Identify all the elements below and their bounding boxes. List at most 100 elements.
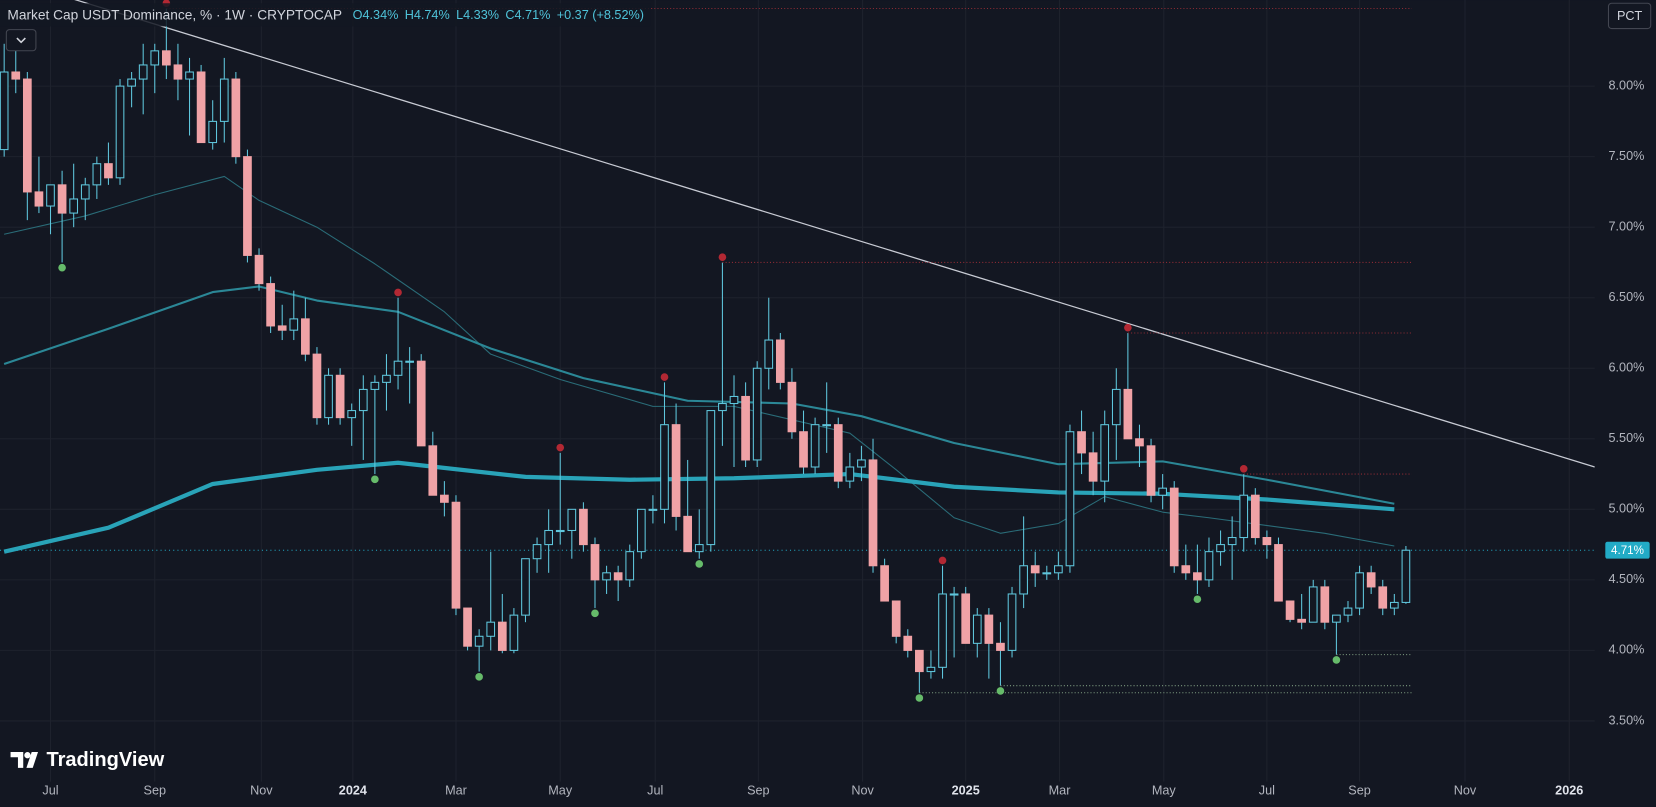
pivot-high-dot [1239, 464, 1248, 473]
candle-body [1297, 618, 1307, 623]
pivot-low-dot [695, 560, 704, 568]
candle-body [961, 593, 971, 644]
candle-body [486, 621, 496, 637]
logo-dot [24, 752, 31, 759]
candle-body [1216, 544, 1225, 553]
candle-body [416, 360, 426, 447]
candle-body [857, 459, 866, 468]
candle-body [729, 395, 739, 405]
candle-body [1274, 544, 1283, 602]
candle-body [196, 71, 206, 144]
pct-button-label: PCT [1617, 9, 1643, 23]
x-tick-label: Nov [250, 783, 273, 797]
candle-body [555, 529, 565, 533]
candle-body [1100, 424, 1110, 482]
x-tick-label: 2024 [339, 783, 367, 797]
candle-body [915, 649, 924, 673]
pivot-low-dot [475, 673, 483, 681]
candle-body [405, 360, 414, 363]
candle-body [1019, 565, 1028, 595]
candle-body [1193, 572, 1202, 581]
legend-value: O4.34% [353, 8, 399, 22]
candle-body [996, 642, 1005, 651]
pivot-low-dot [1332, 656, 1341, 664]
legend-value: L4.33% [456, 8, 499, 22]
candle-body [80, 184, 90, 200]
candle-body [104, 163, 113, 179]
candle-body [602, 572, 611, 581]
x-tick-label: Sep [144, 783, 167, 797]
y-tick-label: 6.00% [1608, 361, 1644, 375]
moving-average-line [4, 175, 1395, 547]
y-tick-label: 7.50% [1608, 149, 1644, 163]
moving-average-line [3, 460, 1395, 554]
candle-body [1065, 431, 1075, 567]
candle-body [497, 621, 507, 651]
candle-body [231, 78, 241, 158]
candle-body [208, 120, 218, 144]
candle-body [34, 191, 44, 207]
candle-body [544, 529, 554, 546]
candle-body [1332, 614, 1341, 623]
candle-body [92, 163, 102, 186]
candle-body [521, 558, 530, 616]
candle-body [1030, 565, 1040, 574]
overlay: PCT TradingView Market Cap USDT Dominanc… [0, 2, 1652, 771]
candle-body [764, 339, 774, 369]
candle-body [185, 71, 194, 80]
pct-button[interactable] [1607, 2, 1652, 30]
logo-text: TradingView [46, 749, 164, 771]
plot-area [0, 0, 1595, 702]
y-tick-label: 8.00% [1608, 78, 1644, 92]
candle-body [1285, 600, 1295, 620]
candle-body [1123, 388, 1133, 440]
pivot-low-dot [591, 609, 599, 618]
candle-body [1343, 607, 1353, 616]
candle-body [845, 466, 855, 482]
candle-body [868, 459, 878, 567]
candle-body [1250, 494, 1260, 539]
pivot-high-dot [938, 556, 947, 565]
candle-body [127, 78, 136, 87]
candle-body [590, 544, 600, 581]
chevron-icon [16, 37, 26, 44]
candle-body [69, 198, 79, 214]
pivot-low-dot [1193, 595, 1202, 604]
trendline [74, 0, 1595, 468]
candle-body [324, 374, 333, 419]
candle-body [833, 424, 843, 482]
y-tick-label: 6.50% [1608, 290, 1644, 304]
x-tick-label: Mar [445, 783, 467, 797]
candle-body [440, 494, 449, 503]
candle-body [1239, 494, 1249, 539]
candle-body [1355, 572, 1364, 609]
candle-body [891, 600, 901, 637]
candle-body [938, 593, 947, 668]
candle-body [266, 283, 275, 327]
last-price-box [1605, 541, 1650, 559]
candle-body [1007, 593, 1017, 651]
pivot-low-dot [996, 687, 1005, 695]
candle-body [741, 395, 750, 461]
candle-body [451, 501, 461, 609]
candle-body [799, 431, 808, 468]
candle-body [115, 85, 125, 179]
candle-body [984, 614, 994, 644]
candle-body [1320, 586, 1330, 623]
candle-body [347, 410, 357, 419]
x-tick-label: Nov [1454, 783, 1477, 797]
pivot-high-dot [394, 288, 402, 297]
x-tick-label: Jul [647, 783, 663, 797]
candle-body [138, 64, 148, 80]
candle-body [219, 78, 229, 122]
collapse-button[interactable] [5, 29, 37, 52]
legend-value: +0.37 (+8.52%) [557, 8, 644, 22]
candle-body [880, 565, 889, 602]
candle-body [1401, 549, 1411, 603]
candle-body [1181, 565, 1191, 574]
candle-body [718, 402, 727, 412]
candle-body [752, 367, 762, 461]
legend-background [0, 3, 651, 27]
